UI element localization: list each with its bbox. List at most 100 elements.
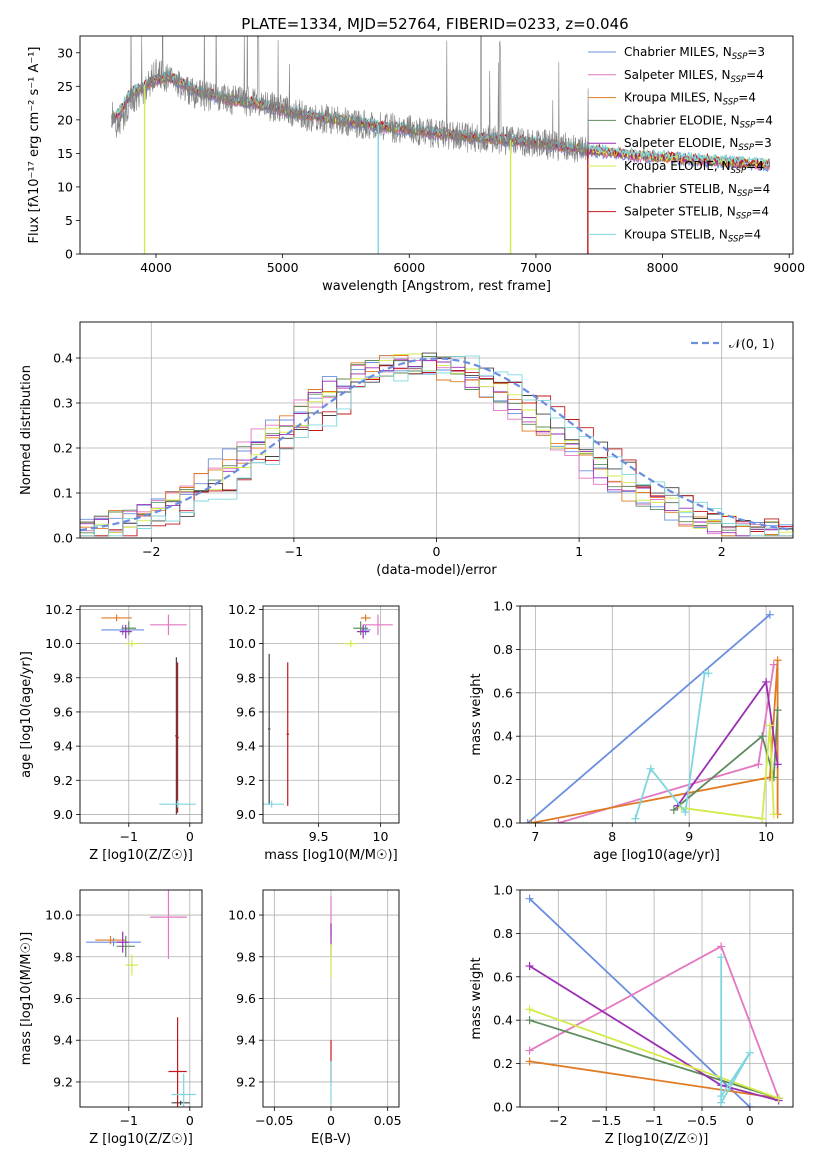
x-tick-label: 0.05	[374, 1113, 402, 1128]
plot-area	[86, 890, 196, 1107]
legend-label-sm: Salpeter MILES, NSSP=4	[624, 68, 764, 85]
x-tick-label: −1	[645, 1113, 663, 1128]
legend-label-cm: Chabrier MILES, NSSP=3	[624, 45, 765, 62]
mass-weight-marker-km	[527, 819, 536, 823]
axes-frame	[79, 605, 203, 824]
y-tick-label: 0.0	[493, 816, 513, 831]
mass-weight-line-se	[676, 679, 779, 807]
y-tick-label: 9.8	[236, 949, 256, 964]
y-tick-label: 9.6	[53, 991, 73, 1006]
x-tick-label: 10	[758, 829, 774, 844]
x-tick-label: 9.5	[309, 829, 329, 844]
y-tick-label: 9.4	[236, 739, 256, 754]
x-tick-label: 4000	[140, 260, 172, 275]
x-axis-label: Z [log10(Z/Z☉)]	[89, 848, 193, 863]
y-tick-label: 0.4	[493, 729, 513, 744]
legend-label-normal: 𝒩(0, 1)	[729, 336, 775, 351]
x-axis-label: Z [log10(Z/Z☉)]	[89, 1132, 193, 1147]
x-tick-label: 8	[608, 829, 616, 844]
mass-weight-marker-ce	[773, 706, 782, 715]
mass-weight-marker-cm	[765, 610, 774, 619]
x-tick-label: 9000	[773, 260, 805, 275]
mass-weight-line-km	[531, 660, 779, 823]
grid	[263, 606, 399, 823]
panel-mw_vs_age: 7 8 9 10 0.0 0.2 0.4 0.6 0.8 1.0 age [log10(age/yr…	[469, 599, 794, 863]
mass-weight-marker-ce	[769, 773, 778, 782]
y-tick-label: 9.0	[236, 807, 256, 822]
panel-age_vs_mass: 9.5 10 9.0 9.2 9.4 9.6 9.8 10.0 10.2 mass [log10(…	[228, 602, 400, 863]
mass-weight-marker-ks	[646, 764, 655, 773]
panel-mass_vs_ebv: −0.05 0 0.05 9.2 9.4 9.6 9.8 10.0 E(B-V)	[228, 889, 402, 1147]
y-tick-label: 9.4	[53, 1033, 73, 1048]
y-axis-label: mass weight	[469, 957, 484, 1039]
x-tick-label: 0	[746, 1113, 754, 1128]
y-tick-label: 0.1	[53, 486, 73, 501]
mass-weight-line-ke	[529, 1008, 779, 1100]
mass-weight-marker-se	[525, 961, 534, 970]
mass-weight-marker-km	[525, 1057, 534, 1066]
y-tick-label: 10	[57, 179, 73, 194]
x-tick-label: −1	[120, 1113, 138, 1128]
mass-weight-marker-ks	[745, 1048, 754, 1057]
y-tick-label: 5	[65, 213, 73, 228]
mass-weight-marker-se	[762, 677, 771, 686]
y-tick-label: 0.3	[53, 396, 73, 411]
y-tick-label: 1.0	[493, 599, 513, 614]
mass-weight-marker-km	[773, 656, 782, 665]
y-tick-label: 10.0	[45, 636, 73, 651]
x-axis-label: mass [log10(M/M☉)]	[264, 848, 397, 863]
axes-frame	[519, 889, 794, 1108]
plot-area	[525, 894, 783, 1107]
legend-label-ks: Kroupa STELIB, NSSP=4	[624, 227, 761, 244]
y-axis-label: mass weight	[469, 673, 484, 755]
y-tick-label: 9.6	[236, 704, 256, 719]
y-tick-label: 9.2	[53, 773, 73, 788]
mass-weight-marker-ce	[758, 732, 767, 741]
panel-age_vs_Z: −1 0 9.0 9.2 9.4 9.6 9.8 10.0 10.2 Z [log10(Z/Z☉)…	[19, 602, 203, 863]
y-tick-label: 25	[57, 79, 73, 94]
legend: Chabrier MILES, NSSP=3 Salpeter MILES, NS…	[588, 45, 773, 244]
panel-mass_vs_Z: −1 0 9.2 9.4 9.6 9.8 10.0 Z [log10(Z/Z☉)] mass […	[19, 889, 203, 1147]
y-tick-label: 10.2	[228, 602, 256, 617]
mass-weight-marker-ks	[631, 814, 640, 823]
y-tick-label: 9.2	[53, 1074, 73, 1089]
y-tick-label: 1.0	[493, 883, 513, 898]
x-tick-label: 5000	[267, 260, 299, 275]
mass-weight-line-cm	[528, 898, 751, 1107]
grid	[80, 890, 202, 1107]
histogram-ks	[80, 355, 793, 537]
y-tick-label: 10.2	[45, 602, 73, 617]
axes-frame	[79, 321, 794, 539]
panel-mw_vs_Z: −2 −1.5 −1 −0.5 0 0.0 0.2 0.4 0.6 0.8 1.0 Z [log10(…	[469, 883, 794, 1147]
y-tick-label: 0.2	[493, 772, 513, 787]
y-tick-label: 9.6	[53, 704, 73, 719]
mass-weight-line-km	[529, 1060, 779, 1100]
axes-frame	[79, 35, 794, 255]
y-tick-label: 0.6	[493, 969, 513, 984]
histogram-km	[80, 355, 793, 537]
x-tick-label: −2	[549, 1113, 567, 1128]
y-tick-label: 9.0	[53, 807, 73, 822]
x-tick-label: −1.5	[591, 1113, 621, 1128]
y-tick-label: 9.6	[236, 991, 256, 1006]
y-tick-label: 9.8	[53, 670, 73, 685]
x-tick-label: 0	[186, 1113, 194, 1128]
x-tick-label: −0.05	[255, 1113, 293, 1128]
y-tick-label: 10.0	[228, 908, 256, 923]
mass-weight-marker-ks	[681, 808, 690, 817]
axes-frame	[262, 889, 400, 1108]
legend: 𝒩(0, 1)	[691, 336, 775, 351]
grid	[520, 605, 793, 824]
y-tick-label: 9.4	[53, 739, 73, 754]
y-tick-label: 0.8	[493, 926, 513, 941]
y-tick-label: 10.0	[228, 636, 256, 651]
plot-area	[101, 614, 196, 815]
axes-frame	[79, 889, 203, 1108]
y-tick-label: 0.6	[493, 685, 513, 700]
y-tick-label: 0.2	[493, 1056, 513, 1071]
mass-weight-marker-ke	[765, 721, 774, 730]
x-tick-label: 7000	[520, 260, 552, 275]
mass-weight-line-ke	[681, 725, 775, 820]
figure-title: PLATE=1334, MJD=52764, FIBERID=0233, z=0…	[241, 15, 628, 33]
